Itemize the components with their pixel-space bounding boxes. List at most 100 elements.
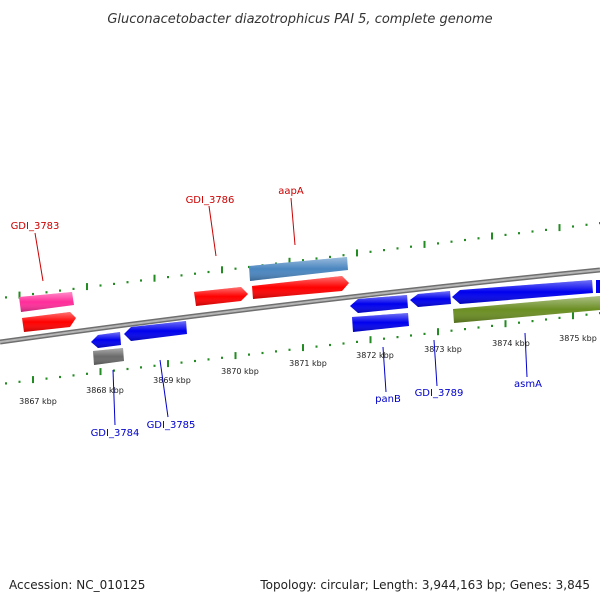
minor-tick — [18, 380, 21, 383]
minor-tick — [342, 254, 345, 257]
major-tick — [153, 274, 156, 282]
minor-tick — [167, 276, 169, 279]
minor-tick — [248, 353, 250, 356]
gene-label-asmA[interactable]: asmA — [514, 379, 542, 390]
minor-tick — [207, 270, 210, 274]
gene-feature-GDI_3789[interactable] — [410, 291, 451, 307]
minor-tick — [450, 329, 453, 332]
gene-feature-panB[interactable] — [350, 295, 409, 332]
minor-tick — [153, 364, 156, 367]
kbp-label-3867: 3867 kbp — [19, 397, 57, 406]
minor-tick — [329, 343, 331, 347]
minor-tick — [369, 250, 372, 253]
gene-label-panB[interactable]: panB — [375, 394, 401, 405]
kbp-label-3873: 3873 kbp — [424, 345, 462, 354]
minor-tick — [126, 367, 129, 371]
minor-tick — [59, 375, 61, 379]
topology-label: Topology: circular; Length: 3,944,163 bp… — [260, 578, 590, 592]
minor-tick — [545, 318, 547, 321]
minor-tick — [234, 267, 237, 270]
gene-label-GDI_3783[interactable]: GDI_3783 — [11, 221, 60, 232]
major-tick — [437, 328, 439, 336]
major-tick — [18, 291, 21, 299]
minor-tick — [545, 228, 547, 231]
minor-tick — [113, 282, 115, 285]
minor-tick — [5, 296, 7, 299]
minor-tick — [410, 245, 412, 248]
major-tick — [356, 249, 358, 257]
kbp-label-3869: 3869 kbp — [153, 376, 191, 385]
gene-feature-asmA[interactable] — [452, 280, 600, 323]
major-tick — [504, 320, 507, 328]
minor-tick — [45, 291, 48, 294]
major-tick — [234, 352, 237, 360]
kbp-labels: 3867 kbp 3868 kbp 3869 kbp 3870 kbp 3871… — [19, 334, 597, 406]
major-tick — [86, 283, 88, 291]
gene-label-aapA[interactable]: aapA — [278, 186, 304, 197]
major-tick — [167, 360, 169, 368]
gene-feature-GDI_3783[interactable] — [19, 292, 76, 332]
minor-tick — [302, 259, 304, 262]
gene-feature-GDI_3785[interactable] — [124, 321, 187, 341]
label-leaders — [34, 197, 528, 426]
gene-feature-GDI_3784[interactable] — [91, 332, 124, 365]
minor-tick — [342, 342, 345, 345]
minor-tick — [504, 233, 507, 236]
gene-label-GDI_3784[interactable]: GDI_3784 — [91, 428, 140, 439]
kbp-label-3868: 3868 kbp — [86, 386, 124, 395]
minor-tick — [72, 287, 75, 290]
minor-tick — [383, 249, 385, 252]
minor-tick — [5, 382, 7, 385]
major-tick — [32, 376, 34, 384]
minor-tick — [477, 237, 480, 240]
minor-tick — [140, 279, 142, 282]
minor-tick — [491, 324, 493, 327]
minor-tick — [531, 230, 534, 233]
minor-tick — [558, 316, 561, 319]
minor-tick — [261, 351, 264, 355]
kbp-label-3874: 3874 kbp — [492, 339, 530, 348]
minor-tick — [315, 257, 318, 260]
minor-tick — [356, 340, 358, 343]
minor-tick — [221, 356, 223, 359]
minor-tick — [518, 321, 520, 324]
minor-tick — [315, 345, 318, 348]
accession-label: Accession: NC_010125 — [9, 578, 146, 592]
minor-tick — [329, 255, 331, 258]
minor-tick — [518, 232, 520, 235]
gene-label-GDI_3786[interactable]: GDI_3786 — [186, 195, 235, 206]
gene-label-GDI_3789[interactable]: GDI_3789 — [415, 388, 464, 399]
minor-tick — [194, 359, 196, 363]
minor-tick — [72, 374, 75, 377]
minor-tick — [113, 369, 115, 372]
minor-tick — [531, 320, 534, 323]
minor-tick — [180, 361, 183, 364]
kbp-label-3872: 3872 kbp — [356, 351, 394, 360]
major-tick — [491, 232, 493, 240]
minor-tick — [288, 348, 291, 351]
major-tick — [99, 368, 102, 376]
lower-tick-track — [5, 312, 600, 385]
minor-tick — [383, 337, 385, 340]
minor-tick — [437, 242, 439, 245]
gene-feature-aapA[interactable] — [249, 257, 349, 299]
minor-tick — [572, 225, 574, 228]
minor-tick — [410, 334, 412, 337]
gene-feature-GDI_3786[interactable] — [194, 287, 248, 306]
major-tick — [288, 257, 291, 265]
kbp-label-3870: 3870 kbp — [221, 367, 259, 376]
minor-tick — [396, 247, 399, 250]
major-tick — [369, 336, 372, 344]
minor-tick — [477, 326, 480, 329]
kbp-label-3875: 3875 kbp — [559, 334, 597, 343]
kbp-label-3871: 3871 kbp — [289, 359, 327, 368]
minor-tick — [585, 313, 588, 316]
minor-tick — [180, 274, 183, 277]
minor-tick — [59, 289, 61, 292]
gene-label-GDI_3785[interactable]: GDI_3785 — [147, 420, 196, 431]
genome-title: Gluconacetobacter diazotrophicus PAI 5, … — [107, 12, 492, 27]
major-tick — [572, 312, 574, 320]
major-tick — [221, 266, 223, 274]
minor-tick — [32, 292, 34, 296]
